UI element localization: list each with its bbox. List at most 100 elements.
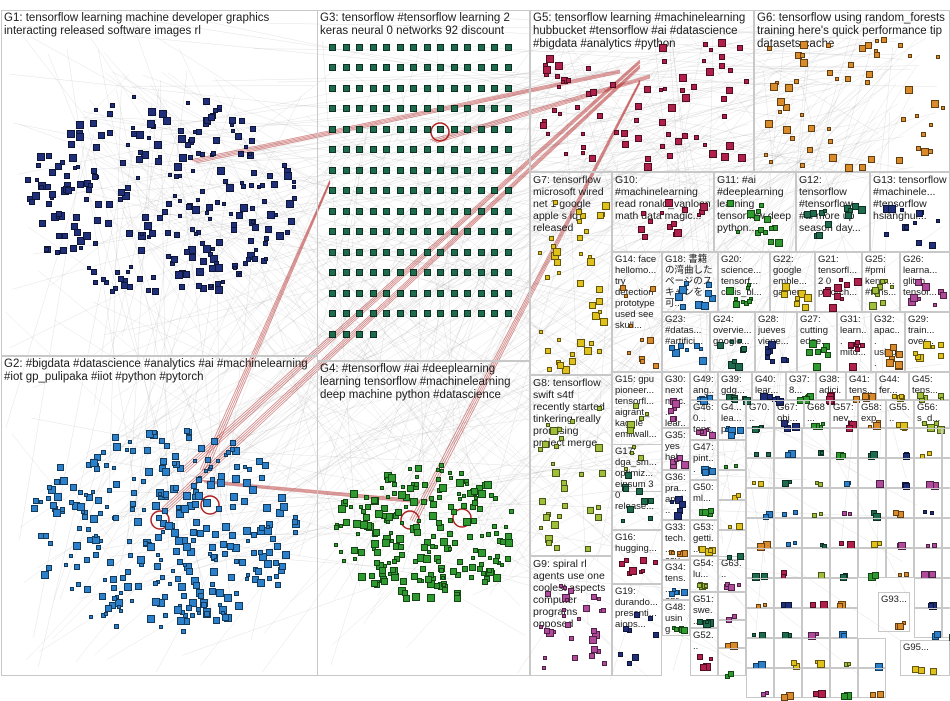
g3-node[interactable] <box>424 64 431 71</box>
g3-node[interactable] <box>356 85 363 92</box>
g1-node[interactable] <box>233 266 237 270</box>
g5-node[interactable] <box>682 133 688 139</box>
g3-node[interactable] <box>437 269 444 276</box>
g2-node[interactable] <box>259 475 265 481</box>
g1-node[interactable] <box>252 224 259 231</box>
g4-node[interactable] <box>369 573 375 579</box>
g3-node[interactable] <box>505 167 512 174</box>
g20-node[interactable] <box>747 299 752 304</box>
g5-node[interactable] <box>557 85 561 89</box>
g2-node[interactable] <box>172 453 179 460</box>
g2-node[interactable] <box>119 591 123 595</box>
g2-node[interactable] <box>130 448 136 454</box>
g3-node[interactable] <box>505 44 512 51</box>
g3-node[interactable] <box>343 310 350 317</box>
g23-node[interactable] <box>685 348 689 352</box>
g4-node[interactable] <box>371 580 378 587</box>
g3-node[interactable] <box>343 249 350 256</box>
g9-node[interactable] <box>565 598 569 602</box>
g1-node[interactable] <box>29 199 35 205</box>
g6-node[interactable] <box>769 160 773 164</box>
g16-node[interactable] <box>641 569 645 573</box>
g4-node[interactable] <box>448 547 452 551</box>
g3-node[interactable] <box>491 167 498 174</box>
g3-node[interactable] <box>464 105 471 112</box>
g6-node[interactable] <box>783 126 791 134</box>
g10-node[interactable] <box>648 219 653 224</box>
g24-node[interactable] <box>741 346 747 352</box>
g4-node[interactable] <box>439 484 447 492</box>
g24-node[interactable] <box>730 340 734 344</box>
g8-node[interactable] <box>557 514 562 519</box>
small-group-node[interactable] <box>752 633 756 637</box>
g4-node[interactable] <box>371 540 379 548</box>
g5-node[interactable] <box>634 118 639 123</box>
g30-node[interactable] <box>672 400 680 408</box>
g1-node[interactable] <box>192 206 200 214</box>
g3-node[interactable] <box>356 269 363 276</box>
g20-node[interactable] <box>746 286 750 290</box>
g3-node[interactable] <box>356 167 363 174</box>
g1-node[interactable] <box>39 185 44 190</box>
g3-node[interactable] <box>343 228 350 235</box>
g4-node[interactable] <box>403 595 410 602</box>
g6-node[interactable] <box>874 52 880 58</box>
g3-node[interactable] <box>424 167 431 174</box>
g2-node[interactable] <box>124 583 132 591</box>
g2-node[interactable] <box>239 559 246 566</box>
g2-node[interactable] <box>176 505 181 510</box>
g5-node[interactable] <box>703 143 707 147</box>
group-small[interactable] <box>886 458 914 488</box>
g1-node[interactable] <box>86 187 92 193</box>
g34-node[interactable] <box>672 588 676 592</box>
g2-node[interactable] <box>125 569 131 575</box>
g2-node[interactable] <box>175 537 183 545</box>
g2-node[interactable] <box>41 571 49 579</box>
g2-node[interactable] <box>282 551 290 559</box>
g2-node[interactable] <box>160 458 167 465</box>
g68-node[interactable] <box>821 422 825 426</box>
g1-node[interactable] <box>189 137 195 143</box>
g6-node[interactable] <box>931 100 939 108</box>
g3-node[interactable] <box>343 167 350 174</box>
g17-node[interactable] <box>641 498 648 505</box>
g1-node[interactable] <box>191 169 195 173</box>
g2-node[interactable] <box>131 490 137 496</box>
g2-node[interactable] <box>33 498 39 504</box>
g4-node[interactable] <box>482 579 488 585</box>
g3-node[interactable] <box>451 208 458 215</box>
g1-node[interactable] <box>286 200 294 208</box>
g2-node[interactable] <box>120 575 126 581</box>
g4-node[interactable] <box>334 525 339 530</box>
g1-node[interactable] <box>217 167 225 175</box>
g1-node[interactable] <box>209 284 213 288</box>
g2-node[interactable] <box>241 498 248 505</box>
g19-node[interactable] <box>632 654 639 661</box>
g1-node[interactable] <box>98 132 105 139</box>
g4-node[interactable] <box>448 518 453 523</box>
g2-node[interactable] <box>209 465 213 469</box>
g7-node[interactable] <box>588 255 592 259</box>
g3-node[interactable] <box>478 85 485 92</box>
g2-node[interactable] <box>230 504 236 510</box>
g1-node[interactable] <box>221 280 225 284</box>
g2-node[interactable] <box>160 575 165 580</box>
g1-node[interactable] <box>292 180 296 184</box>
g2-node[interactable] <box>262 462 269 469</box>
g5-node[interactable] <box>581 132 585 136</box>
g7-node[interactable] <box>589 302 596 309</box>
g3-node[interactable] <box>505 146 512 153</box>
g9-node[interactable] <box>591 628 597 634</box>
g1-node[interactable] <box>118 197 123 202</box>
g4-node[interactable] <box>417 519 421 523</box>
g3-node[interactable] <box>464 228 471 235</box>
g24-node[interactable] <box>717 342 724 349</box>
g6-node[interactable] <box>829 154 837 162</box>
g3-node[interactable] <box>356 187 363 194</box>
g4-node[interactable] <box>392 491 397 496</box>
g2-node[interactable] <box>178 583 186 591</box>
g1-node[interactable] <box>215 200 220 205</box>
small-group-node[interactable] <box>761 692 766 697</box>
g9-node[interactable] <box>543 656 547 660</box>
g5-node[interactable] <box>546 55 554 63</box>
